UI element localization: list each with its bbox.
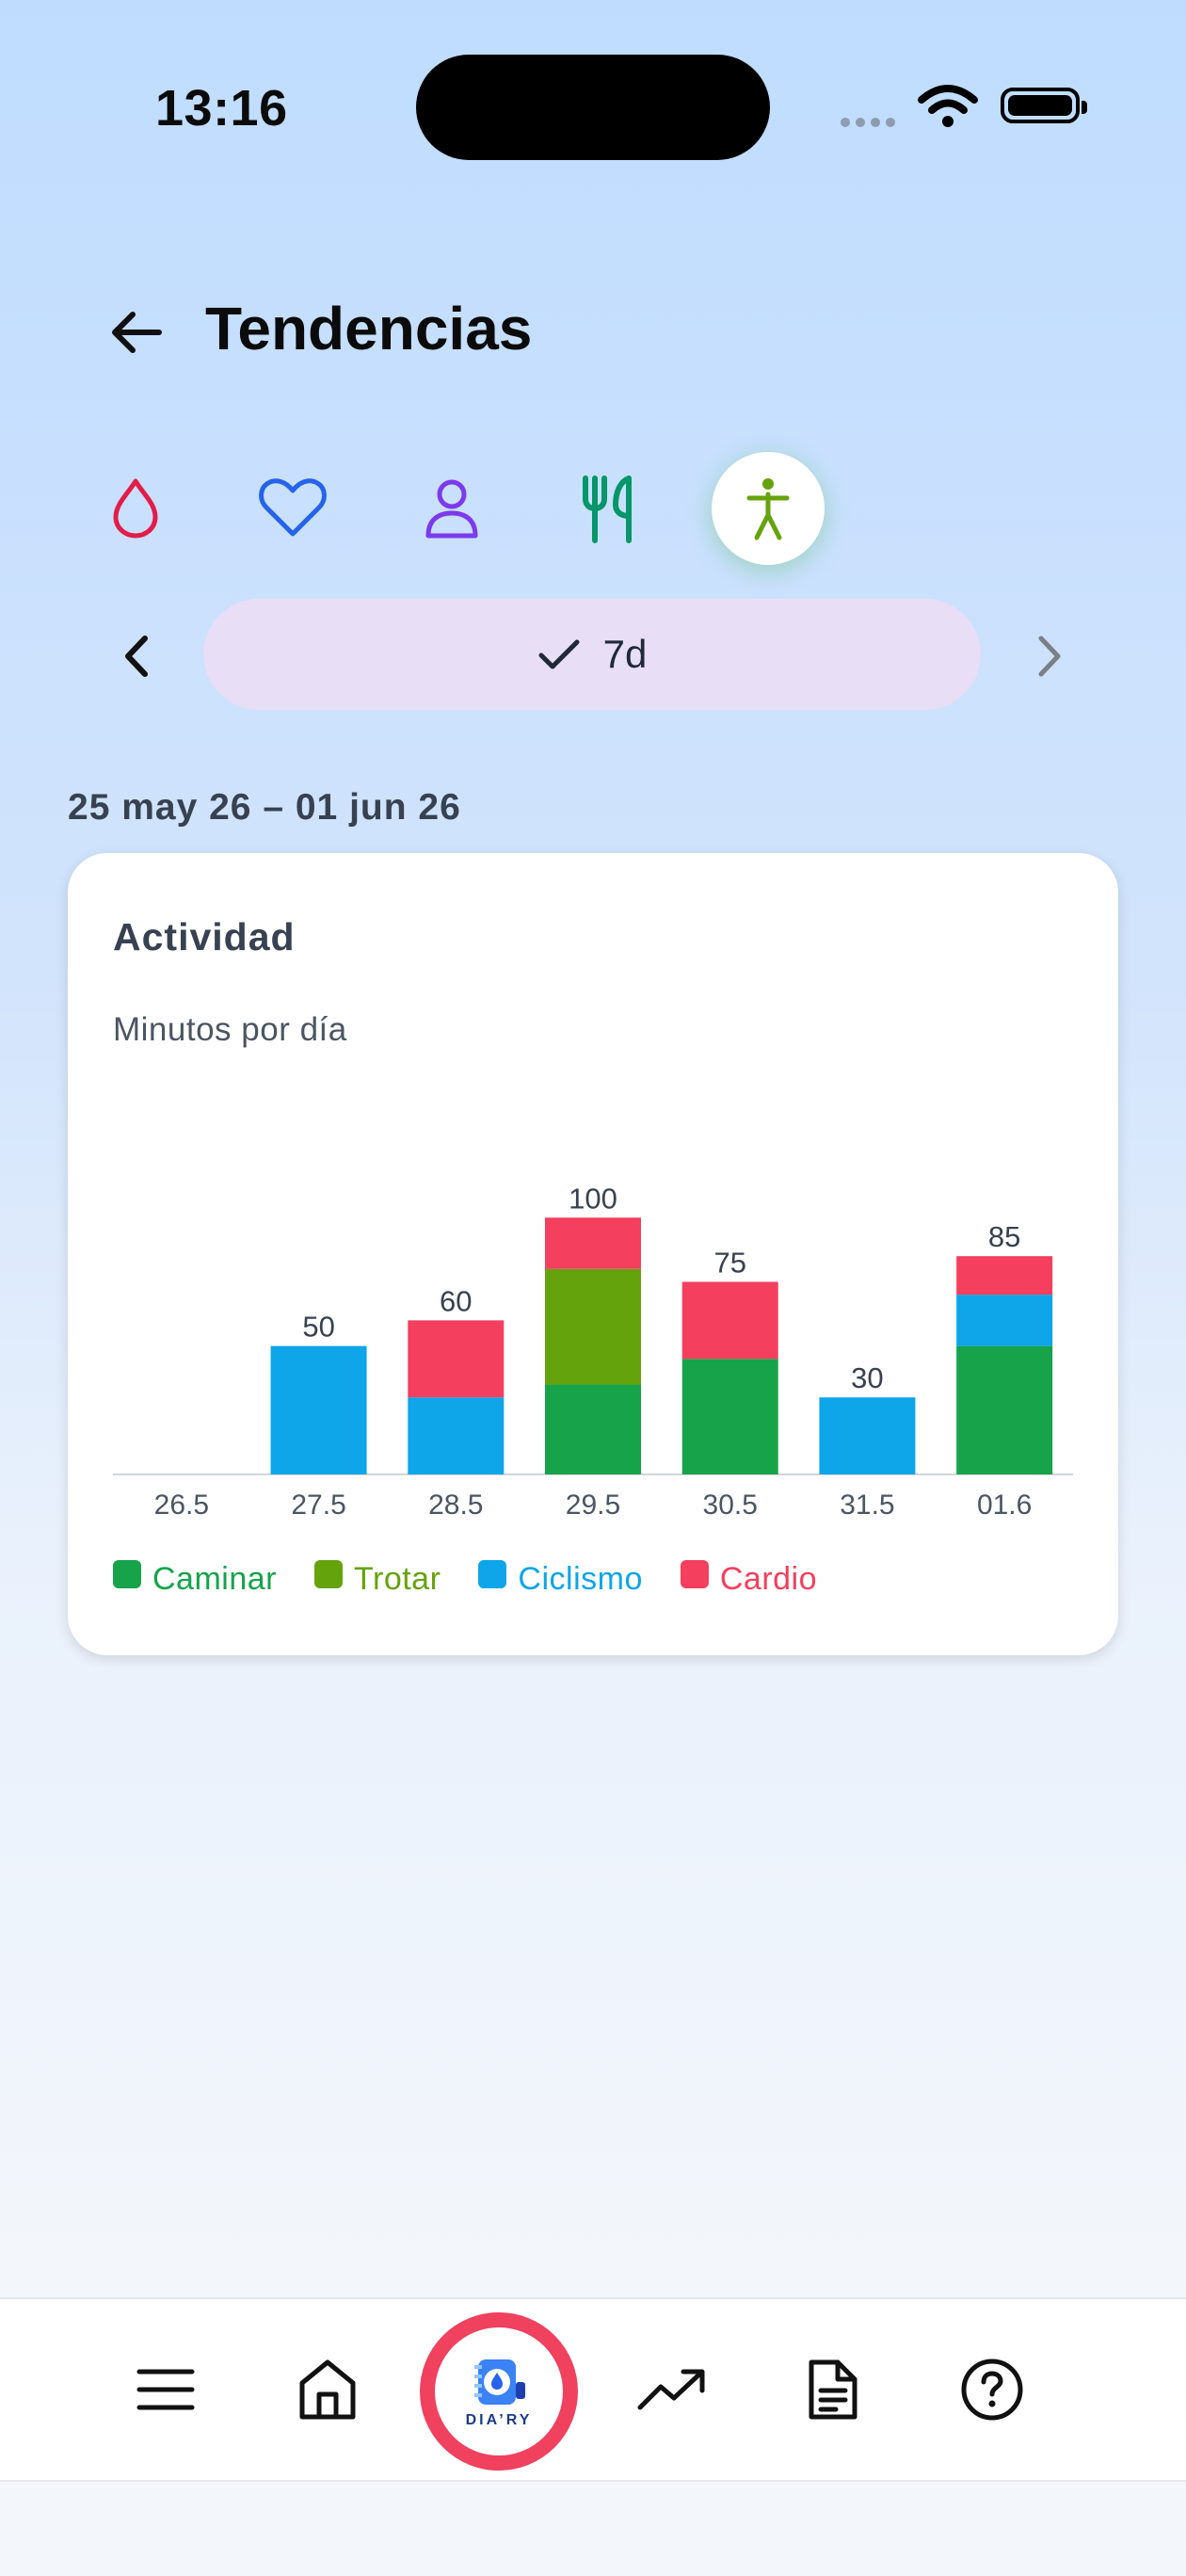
bar-segment-cardio-30.5 xyxy=(681,1281,778,1360)
chevron-left-icon xyxy=(125,636,148,677)
category-heart-button[interactable] xyxy=(236,452,349,565)
bar-segment-trotar-29.5 xyxy=(545,1268,641,1385)
home-icon xyxy=(299,2359,356,2420)
bar-segment-caminar-30.5 xyxy=(681,1359,778,1474)
chart-subtitle: Minutos por día xyxy=(113,1011,347,1048)
dynamic-island xyxy=(416,55,770,160)
bar-total-label: 85 xyxy=(988,1220,1020,1253)
diary-logo-icon xyxy=(474,2359,525,2405)
bar-total-label: 50 xyxy=(302,1311,334,1344)
bar-segment-ciclismo-01.6 xyxy=(956,1295,1053,1346)
previous-period-button[interactable] xyxy=(99,614,174,699)
category-person-button[interactable] xyxy=(395,452,508,565)
battery-icon xyxy=(1001,88,1087,123)
category-activity-button[interactable] xyxy=(712,452,825,565)
x-tick-label: 31.5 xyxy=(840,1489,894,1521)
x-tick-label: 29.5 xyxy=(566,1489,620,1521)
cellular-signal-icon xyxy=(841,115,901,132)
chart-title: Actividad xyxy=(113,915,296,958)
bar-segment-cardio-29.5 xyxy=(545,1217,641,1269)
arrow-left-icon xyxy=(112,312,162,353)
chevron-right-icon xyxy=(1038,636,1061,677)
bar-segment-caminar-01.6 xyxy=(956,1345,1053,1474)
status-time: 13:16 xyxy=(155,80,288,137)
legend-label: Trotar xyxy=(353,1561,441,1597)
legend-label: Ciclismo xyxy=(518,1561,643,1597)
legend-swatch xyxy=(478,1559,507,1588)
legend-label: Caminar xyxy=(152,1561,277,1597)
activity-chart-card: Actividad Minutos por día 26.5 50 27.5 60 28… xyxy=(68,853,1118,1655)
activity-figure-icon xyxy=(746,478,790,540)
documents-button[interactable] xyxy=(783,2341,881,2439)
period-label: 7d xyxy=(602,632,648,676)
help-button[interactable] xyxy=(943,2341,1041,2439)
diary-logo-text: DIA’RY xyxy=(465,2412,533,2428)
x-tick-label: 30.5 xyxy=(703,1489,758,1521)
period-selector[interactable]: 7d xyxy=(203,599,981,710)
bar-total-label: 100 xyxy=(569,1182,617,1215)
x-tick-label: 26.5 xyxy=(154,1489,209,1521)
page-title: Tendencias xyxy=(205,295,533,362)
legend-item-caminar: Caminar xyxy=(113,1559,277,1598)
heart-icon xyxy=(259,478,327,537)
bar-segment-caminar-29.5 xyxy=(545,1384,641,1474)
person-icon xyxy=(425,479,478,539)
document-icon xyxy=(809,2359,857,2420)
stacked-bar-chart: 26.5 50 27.5 60 28.5 100 29.5 75 30.5 30 31.5 85 01.… xyxy=(113,1182,1073,1521)
bar-segment-cardio-28.5 xyxy=(408,1320,505,1398)
bar-segment-ciclismo-27.5 xyxy=(270,1345,367,1474)
x-tick-label: 28.5 xyxy=(428,1489,483,1521)
bar-total-label: 60 xyxy=(440,1284,472,1317)
home-button[interactable] xyxy=(279,2341,377,2439)
bar-segment-ciclismo-28.5 xyxy=(408,1397,505,1474)
bar-total-label: 30 xyxy=(851,1361,883,1394)
back-button[interactable] xyxy=(94,290,179,375)
legend-swatch xyxy=(113,1559,141,1588)
utensils-icon xyxy=(583,475,632,543)
chart-legend: Caminar Trotar Ciclismo Cardio xyxy=(113,1559,855,1598)
legend-item-cardio: Cardio xyxy=(680,1559,818,1598)
menu-icon xyxy=(136,2369,195,2410)
legend-item-ciclismo: Ciclismo xyxy=(478,1559,643,1598)
legend-swatch xyxy=(313,1559,343,1588)
menu-button[interactable] xyxy=(117,2341,215,2439)
bottom-navigation: DIA’RY xyxy=(0,2297,1186,2482)
bar-segment-cardio-01.6 xyxy=(956,1256,1053,1296)
category-glucose-button[interactable] xyxy=(79,452,192,565)
trends-button[interactable] xyxy=(623,2341,721,2439)
wifi-icon xyxy=(918,85,978,127)
check-icon xyxy=(538,639,580,669)
legend-item-trotar: Trotar xyxy=(313,1559,441,1598)
drop-icon xyxy=(113,478,158,539)
category-food-button[interactable] xyxy=(553,452,665,565)
trending-up-icon xyxy=(637,2369,705,2410)
next-period-button[interactable] xyxy=(1012,614,1087,699)
bar-segment-ciclismo-31.5 xyxy=(819,1397,916,1474)
legend-label: Cardio xyxy=(719,1561,818,1597)
x-tick-label: 01.6 xyxy=(977,1489,1032,1521)
bar-total-label: 75 xyxy=(713,1246,745,1279)
diary-center-button[interactable]: DIA’RY xyxy=(420,2312,578,2471)
legend-swatch xyxy=(680,1559,709,1588)
date-range: 25 may 26 – 01 jun 26 xyxy=(68,787,461,828)
help-icon xyxy=(961,2359,1023,2421)
x-tick-label: 27.5 xyxy=(291,1489,345,1521)
